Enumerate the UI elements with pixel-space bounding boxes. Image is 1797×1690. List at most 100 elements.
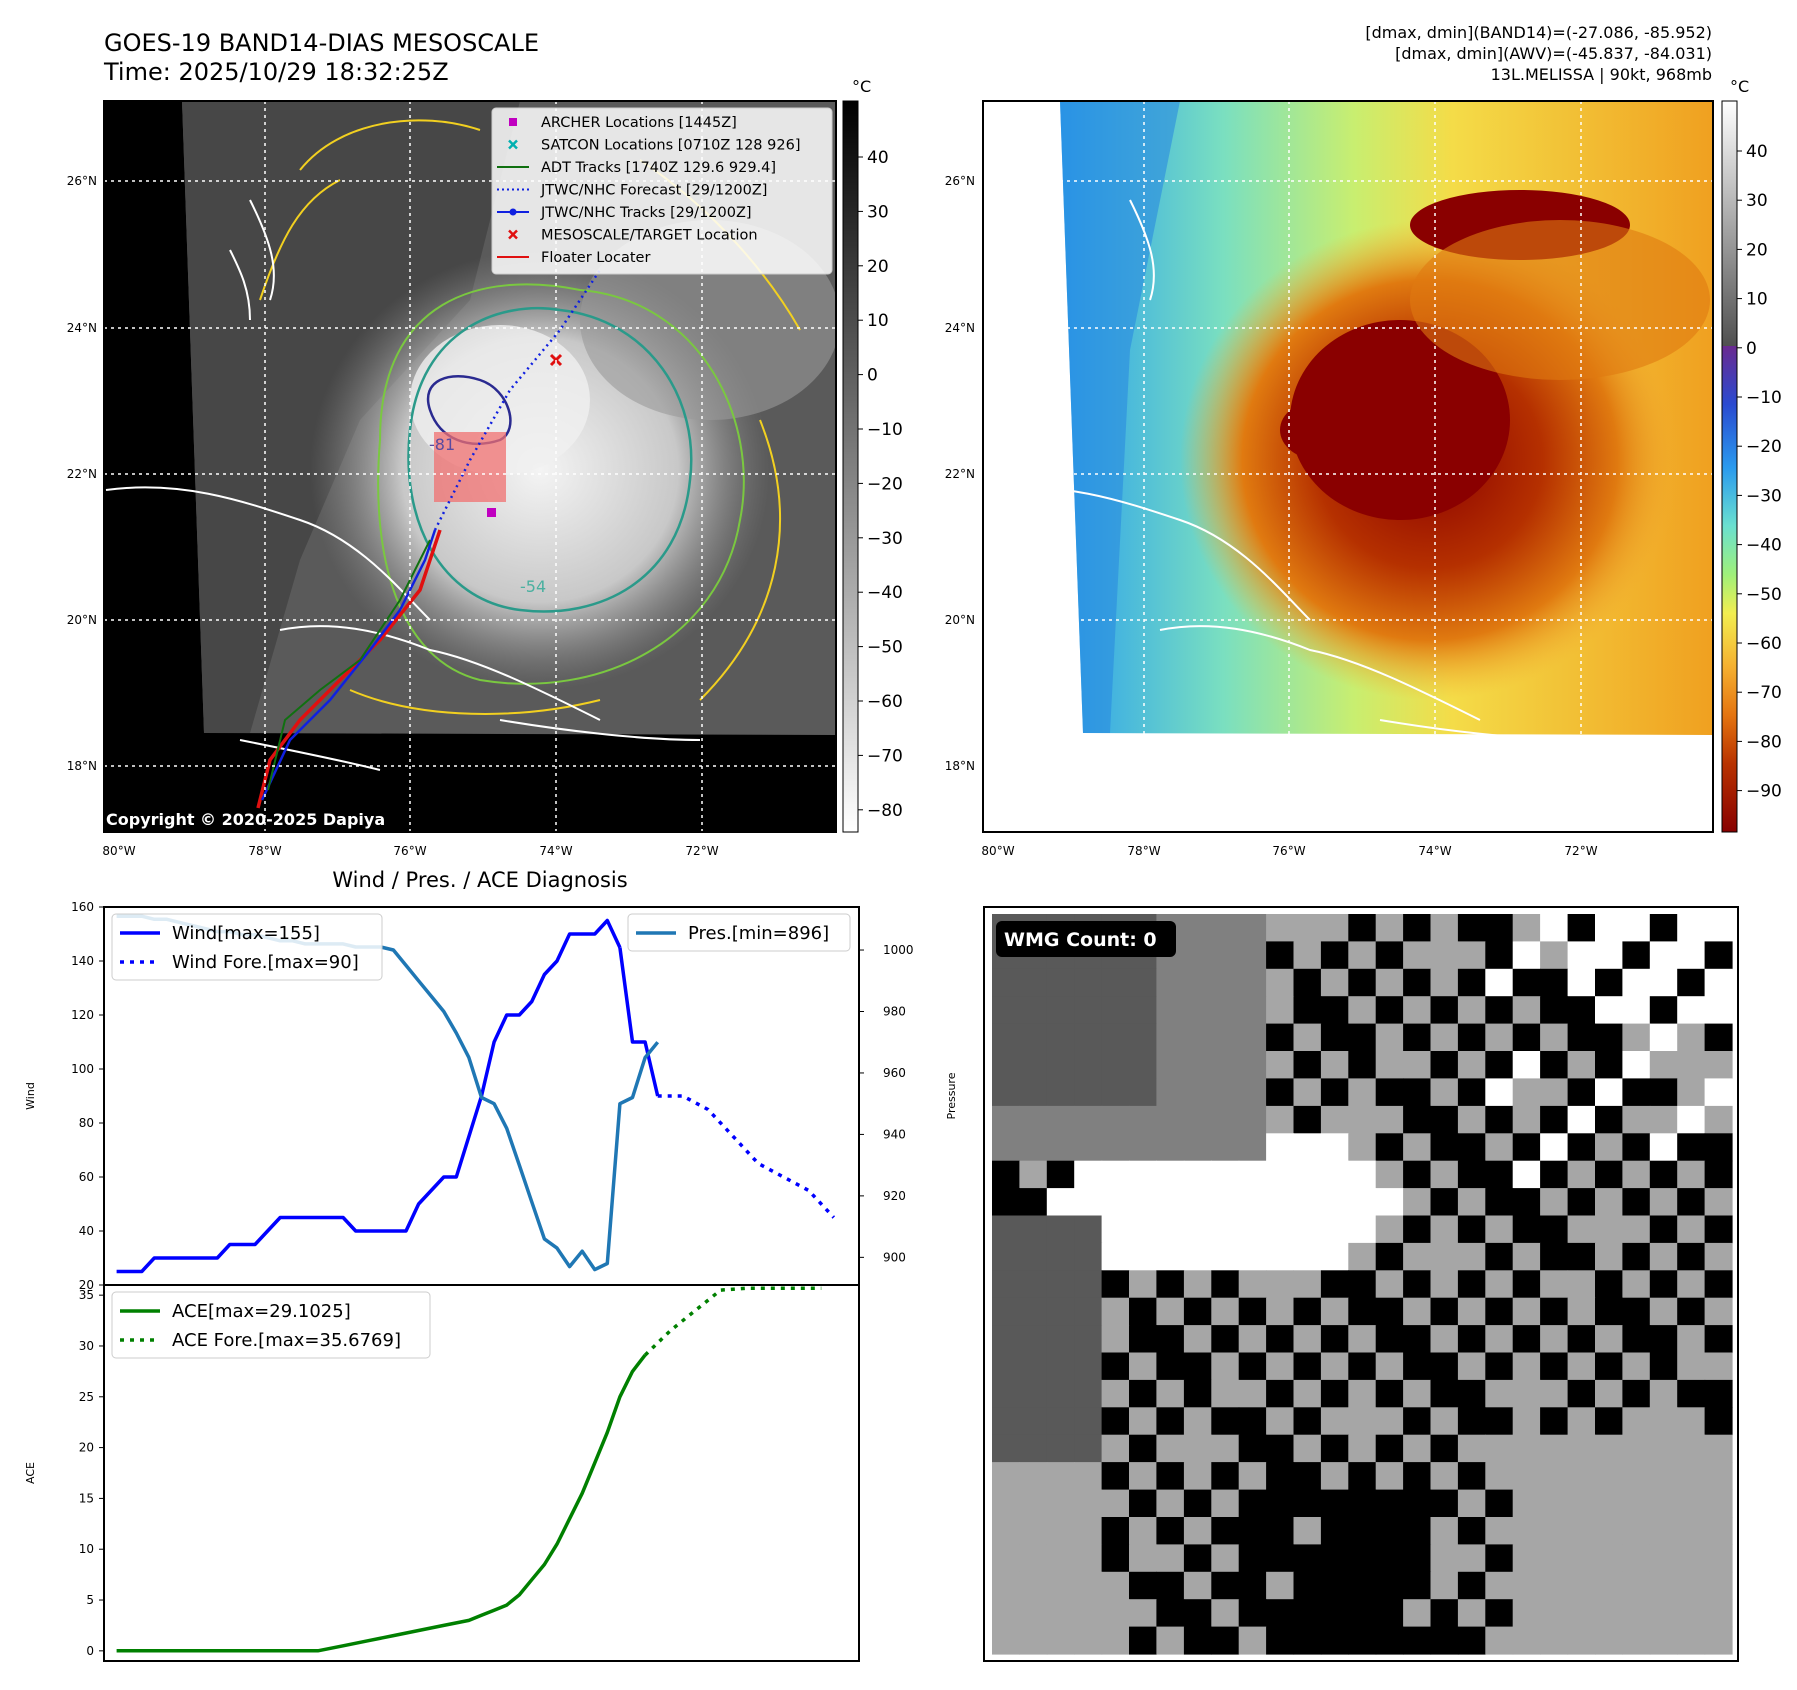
- wmg-cell: [1348, 1242, 1377, 1271]
- wmg-cell: [1512, 1160, 1541, 1189]
- wmg-cell: [1348, 968, 1377, 997]
- wmg-cell: [1156, 1626, 1185, 1655]
- chart-legend: Pres.[min=896]: [627, 913, 851, 952]
- lon-label: 78°W: [1127, 844, 1160, 858]
- wmg-cell: [1430, 1160, 1459, 1189]
- wmg-cell: [992, 1462, 1020, 1491]
- wmg-cell: [1183, 1078, 1212, 1107]
- wmg-cell: [1266, 1188, 1295, 1217]
- wmg-cell: [1348, 1051, 1377, 1079]
- wmg-cell: [1403, 1297, 1432, 1326]
- wmg-cell: [1101, 1434, 1130, 1463]
- wmg-cell: [1293, 1517, 1322, 1545]
- wmg-cell: [1704, 1571, 1733, 1600]
- wmg-cell: [1677, 1215, 1706, 1244]
- wmg-cell: [1649, 1160, 1678, 1189]
- wmg-cell: [1622, 996, 1651, 1025]
- stats-line-1: [dmax, dmin](BAND14)=(-27.086, -85.952): [1365, 23, 1712, 42]
- wmg-cell: [1266, 1571, 1295, 1600]
- y2-tick-label: 960: [883, 1066, 906, 1080]
- wmg-cell: [1567, 1160, 1596, 1189]
- colorbar-unit: °C: [852, 77, 871, 96]
- y-tick-label: 25: [79, 1390, 94, 1404]
- wmg-cell: [1046, 1051, 1075, 1079]
- legend-label: JTWC/NHC Forecast [29/1200Z]: [540, 183, 767, 199]
- wmg-cell: [1677, 1051, 1706, 1079]
- wmg-cell: [1677, 1105, 1706, 1134]
- wmg-count-label: WMG Count: 0: [1004, 929, 1157, 951]
- wmg-cell: [1677, 1599, 1706, 1628]
- wmg-cell: [1512, 1379, 1541, 1408]
- wmg-cell: [1320, 1023, 1349, 1052]
- wmg-cell: [1156, 1215, 1185, 1244]
- chart-legend: ACE[max=29.1025] ACE Fore.[max=35.6769]: [111, 1291, 431, 1359]
- wmg-cell: [1238, 1078, 1267, 1107]
- wmg-cell: [1101, 996, 1130, 1025]
- wmg-cell: [1512, 1133, 1541, 1162]
- wmg-cell: [1375, 914, 1404, 942]
- colorbar-tick-label: −60: [867, 692, 903, 712]
- wmg-cell: [1293, 1379, 1322, 1408]
- wmg-cell: [1074, 1133, 1103, 1162]
- wmg-cell: [1375, 968, 1404, 997]
- wmg-cell: [1649, 1462, 1678, 1491]
- wmg-cell: [1074, 1379, 1103, 1408]
- wmg-cell: [1704, 1105, 1733, 1134]
- lon-label: 80°W: [102, 844, 135, 858]
- wmg-cell: [1485, 1023, 1514, 1052]
- wmg-cell: [1183, 968, 1212, 997]
- wmg-cell: [1074, 1297, 1103, 1326]
- storm-core: [1290, 320, 1510, 520]
- map-gridlines: [104, 101, 836, 832]
- wmg-cell: [1485, 1297, 1514, 1326]
- wmg-cell: [1457, 1051, 1486, 1079]
- wmg-cell: [1649, 1489, 1678, 1518]
- y-tick-label: 20: [79, 1278, 94, 1292]
- wmg-cell: [1457, 1434, 1486, 1463]
- y-tick-label: 120: [71, 1008, 94, 1022]
- wmg-cell: [1704, 1133, 1733, 1162]
- wmg-cell: [1677, 1544, 1706, 1573]
- wmg-cell: [1512, 1188, 1541, 1217]
- wmg-cell: [1156, 1352, 1185, 1381]
- wmg-cell: [1211, 914, 1240, 942]
- wmg-cell: [1375, 1462, 1404, 1491]
- wmg-cell: [1485, 1133, 1514, 1162]
- wmg-cell: [1183, 1297, 1212, 1326]
- wmg-cell: [1649, 1188, 1678, 1217]
- wmg-grid: [992, 914, 1733, 1655]
- wmg-cell: [1266, 1051, 1295, 1079]
- wmg-cell: [1430, 1188, 1459, 1217]
- wmg-cell: [1348, 1078, 1377, 1107]
- wmg-cell: [1457, 1352, 1486, 1381]
- chart-legend: Wind[max=155] Wind Fore.[max=90]: [111, 913, 383, 981]
- y-tick-label: 80: [79, 1116, 94, 1130]
- wmg-cell: [1156, 1160, 1185, 1189]
- wmg-cell: [1567, 1078, 1596, 1107]
- wmg-cell: [1457, 1571, 1486, 1600]
- wmg-cell: [1211, 1407, 1240, 1436]
- wmg-cell: [1293, 1023, 1322, 1052]
- wmg-cell: [1430, 914, 1459, 942]
- copyright-text: Copyright © 2020-2025 Dapiya: [106, 810, 385, 829]
- wmg-cell: [1567, 1023, 1596, 1052]
- wmg-cell: [1595, 1626, 1623, 1655]
- wmg-cell: [1540, 1517, 1569, 1545]
- wmg-cell: [1375, 1133, 1404, 1162]
- wmg-cell: [1403, 968, 1432, 997]
- wmg-cell: [1320, 1078, 1349, 1107]
- colorbar-tick-label: 0: [867, 366, 878, 386]
- wmg-cell: [1238, 1407, 1267, 1436]
- wmg-cell: [1704, 941, 1733, 970]
- coastline: [105, 486, 701, 771]
- wmg-cell: [1512, 1023, 1541, 1052]
- contour-label: -81: [429, 435, 455, 454]
- wmg-cell: [1238, 996, 1267, 1025]
- wmg-cell: [1101, 1407, 1130, 1436]
- wmg-cell: [1348, 1626, 1377, 1655]
- wmg-cell: [992, 1352, 1020, 1381]
- wmg-cell: [1183, 1105, 1212, 1134]
- wmg-cell: [1046, 968, 1075, 997]
- wmg-cell: [1238, 1297, 1267, 1326]
